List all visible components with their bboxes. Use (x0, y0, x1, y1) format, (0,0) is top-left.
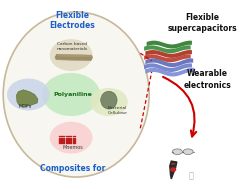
Polygon shape (145, 58, 193, 67)
Bar (72, 138, 75, 140)
Polygon shape (55, 56, 91, 60)
Bar (58, 138, 61, 140)
Text: Flexible
supercapacitors: Flexible supercapacitors (167, 13, 236, 33)
Text: Composites for: Composites for (40, 164, 105, 173)
Text: Polyaniline: Polyaniline (53, 92, 91, 97)
Ellipse shape (170, 163, 175, 164)
Polygon shape (144, 63, 191, 72)
Circle shape (50, 39, 92, 71)
Circle shape (42, 73, 100, 116)
Text: ✋: ✋ (187, 172, 192, 181)
Polygon shape (146, 41, 191, 49)
Bar (65, 136, 68, 137)
Bar (69, 142, 72, 144)
Text: Bacterial
Cellulose: Bacterial Cellulose (107, 106, 127, 115)
Circle shape (90, 88, 127, 116)
Bar (58, 142, 61, 144)
Ellipse shape (172, 149, 182, 155)
Circle shape (50, 122, 92, 154)
Bar (65, 140, 68, 142)
Bar (62, 136, 65, 137)
Bar (72, 136, 75, 137)
Polygon shape (16, 90, 38, 107)
Ellipse shape (100, 91, 117, 109)
Polygon shape (145, 68, 194, 77)
Ellipse shape (3, 12, 149, 177)
Polygon shape (56, 55, 92, 59)
Circle shape (7, 79, 50, 110)
Polygon shape (144, 54, 190, 62)
Bar (62, 140, 65, 142)
Circle shape (170, 167, 176, 172)
Bar (65, 138, 68, 140)
Polygon shape (56, 54, 92, 58)
Bar (69, 140, 72, 142)
Polygon shape (144, 45, 190, 53)
Text: Wearable
electronics: Wearable electronics (182, 69, 230, 90)
Ellipse shape (182, 149, 193, 155)
Bar (72, 140, 75, 142)
Polygon shape (169, 161, 176, 179)
Bar (58, 136, 61, 137)
Bar (62, 142, 65, 144)
Polygon shape (55, 57, 91, 61)
Text: Flexible
Electrodes: Flexible Electrodes (49, 11, 95, 30)
Polygon shape (145, 50, 191, 58)
Bar (58, 140, 61, 142)
Text: Carbon based
nanomaterials: Carbon based nanomaterials (57, 42, 88, 51)
Bar (69, 138, 72, 140)
Bar (65, 142, 68, 144)
Bar (62, 138, 65, 140)
Bar (72, 142, 75, 144)
Text: Mnemos: Mnemos (62, 145, 82, 149)
Bar (69, 136, 72, 137)
Text: MOFs: MOFs (19, 104, 32, 109)
